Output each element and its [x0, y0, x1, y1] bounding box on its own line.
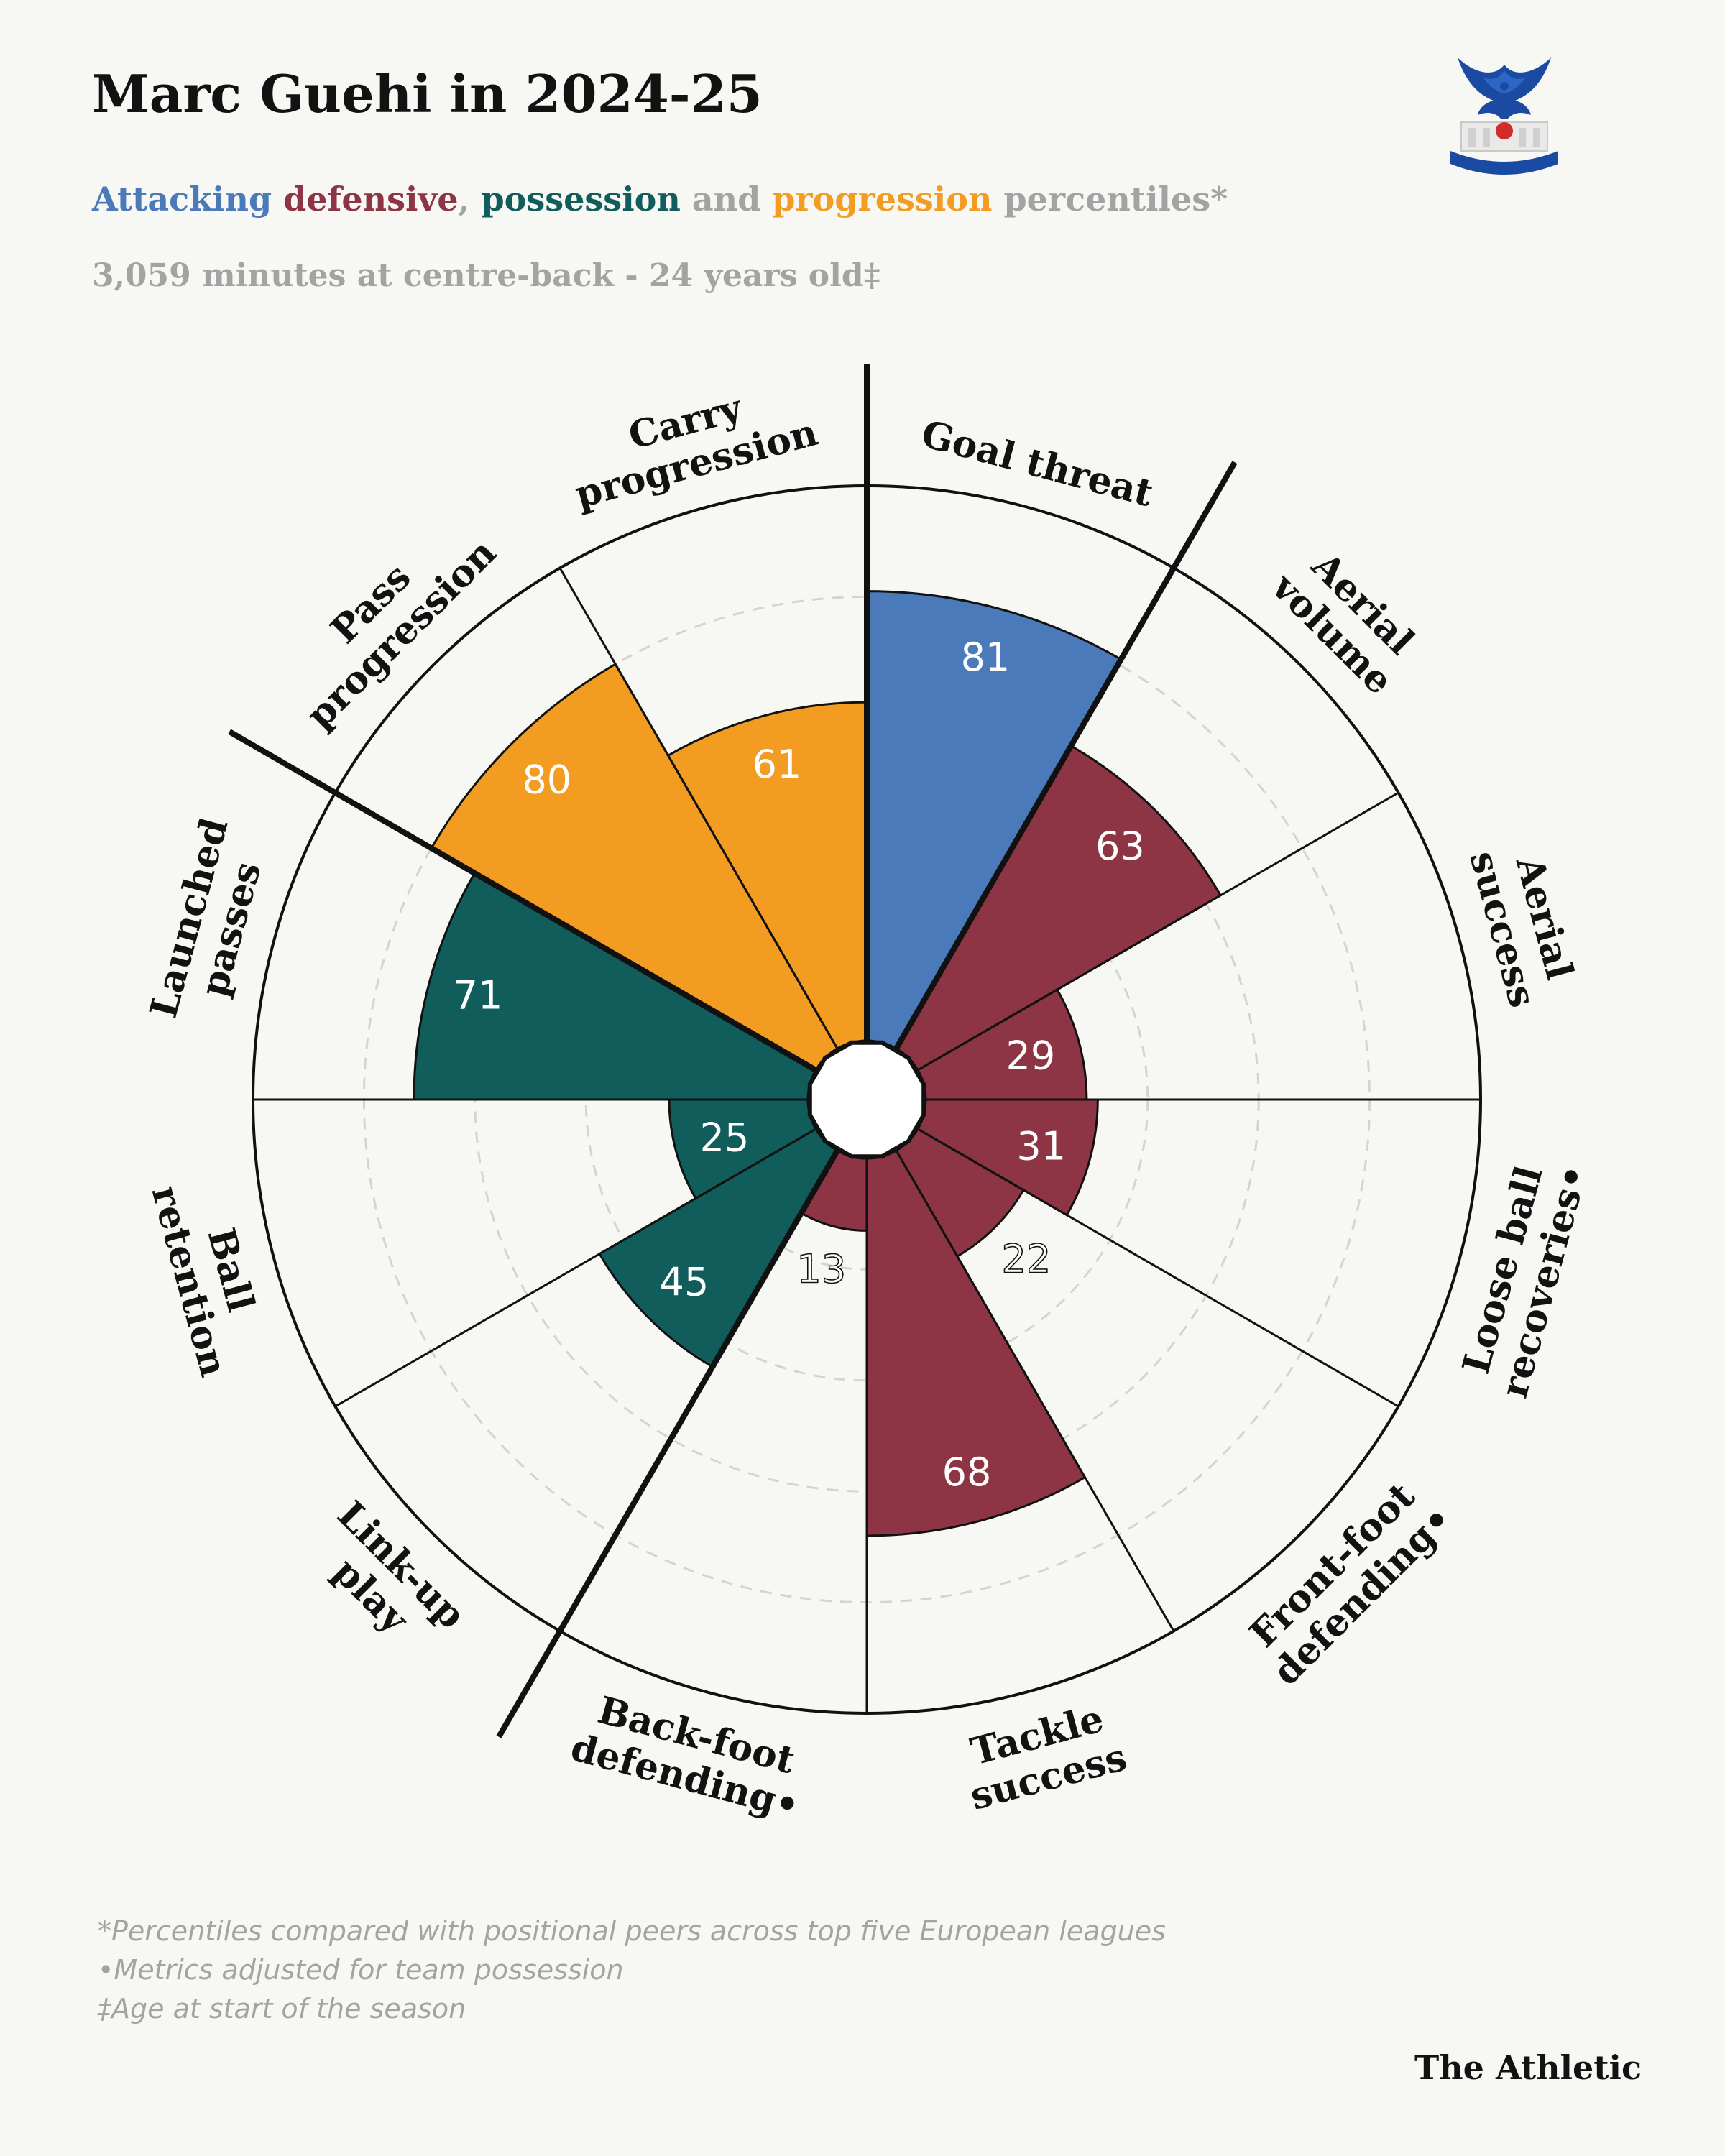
spoke-4 [917, 1128, 1399, 1408]
value-label-3: 31 [1016, 1124, 1066, 1169]
crystal-palace-crest-icon [1450, 57, 1558, 175]
spoke-5 [895, 1150, 1175, 1632]
value-label-4: 22 [1002, 1236, 1052, 1281]
value-label-11: 61 [753, 742, 802, 787]
legend-percentiles: percentiles* [1003, 180, 1228, 218]
value-label-9: 71 [454, 973, 503, 1018]
group-divider-7 [496, 1149, 840, 1738]
value-label-7: 45 [660, 1260, 709, 1305]
value-label-1: 63 [1095, 824, 1145, 869]
group-divider-10 [228, 729, 817, 1073]
brand-logo: The Athletic [1414, 2048, 1642, 2087]
legend-possession: possession [481, 180, 681, 218]
page-title: Marc Guehi in 2024-25 [92, 63, 763, 124]
legend-subtitle: Attacking defensive, possession and prog… [92, 180, 1228, 218]
value-label-5: 68 [942, 1450, 992, 1495]
legend-defensive: defensive [283, 180, 459, 218]
value-label-2: 29 [1006, 1033, 1055, 1078]
legend-comma: , [458, 180, 470, 218]
spoke-11 [558, 567, 839, 1049]
value-label-6: 13 [796, 1247, 846, 1292]
footnote-age: ‡Age at start of the season [98, 1993, 466, 2024]
value-label-0: 81 [961, 635, 1011, 680]
footnote-percentiles: *Percentiles compared with positional pe… [98, 1915, 1166, 1947]
footnote-possession-adjusted: •Metrics adjusted for team possession [98, 1954, 624, 1986]
legend-and: and [691, 180, 761, 218]
minutes-info: 3,059 minutes at centre-back - 24 years … [92, 257, 880, 294]
spoke-8 [334, 1128, 816, 1408]
value-label-8: 25 [700, 1115, 750, 1161]
legend-attacking: Attacking [92, 180, 272, 218]
legend-progression: progression [772, 180, 993, 218]
value-label-10: 80 [522, 757, 571, 802]
center-hub [807, 1040, 926, 1159]
footnotes: *Percentiles compared with positional pe… [98, 1912, 1166, 2028]
spoke-2 [917, 791, 1399, 1072]
group-divider-1 [893, 461, 1238, 1050]
